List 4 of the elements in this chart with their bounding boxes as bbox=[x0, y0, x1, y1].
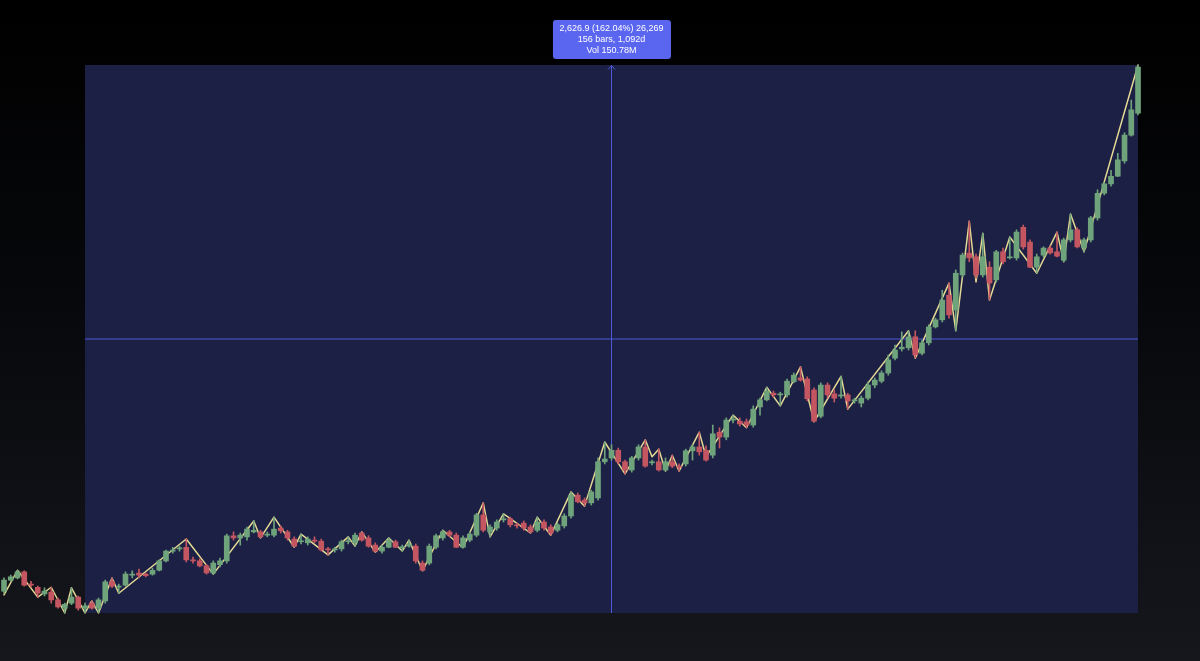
text: 2,626.9 (162.04%) 26,269 bbox=[559, 23, 664, 34]
text: Vol 150.78M bbox=[585, 45, 638, 56]
text: 156 bars, 1,092d bbox=[576, 34, 647, 45]
candlestick bbox=[115, 583, 122, 594]
